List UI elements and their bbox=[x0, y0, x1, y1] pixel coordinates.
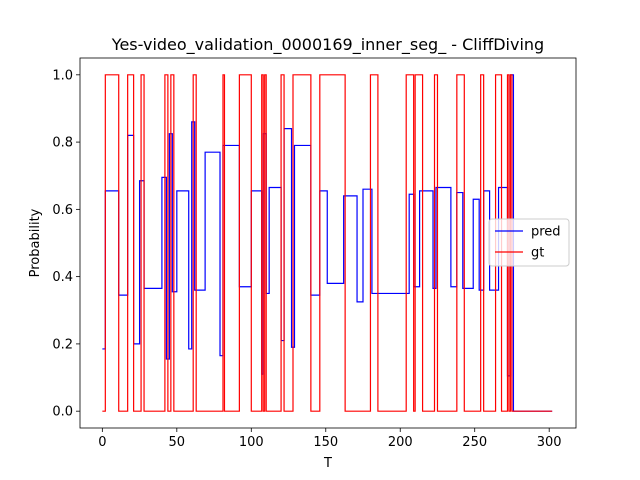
legend: pred gt bbox=[488, 218, 570, 267]
y-axis: 0.0 0.2 0.4 0.6 0.8 1.0 bbox=[52, 68, 80, 420]
series-layer bbox=[102, 74, 553, 412]
x-tick-label: 250 bbox=[462, 435, 487, 450]
x-tick-label: 200 bbox=[388, 435, 413, 450]
plot-area bbox=[79, 57, 577, 429]
x-axis-label: T bbox=[323, 456, 332, 471]
x-tick-label: 50 bbox=[169, 435, 186, 450]
y-tick-label: 0.8 bbox=[52, 136, 73, 151]
series-line-gt bbox=[102, 74, 553, 412]
y-tick-label: 0.0 bbox=[52, 405, 73, 420]
y-tick-label: 0.6 bbox=[52, 203, 73, 218]
plot-frame bbox=[79, 57, 577, 429]
legend-label-pred: pred bbox=[531, 225, 561, 240]
x-tick-label: 300 bbox=[537, 435, 562, 450]
x-axis: 0 50 100 150 200 250 300 bbox=[98, 428, 562, 450]
legend-label-gt: gt bbox=[531, 246, 544, 261]
y-tick-label: 0.4 bbox=[52, 270, 73, 285]
x-tick-label: 0 bbox=[98, 435, 106, 450]
chart-title: Yes-video_validation_0000169_inner_seg_ … bbox=[111, 35, 544, 55]
y-tick-label: 0.2 bbox=[52, 337, 73, 352]
x-tick-label: 150 bbox=[313, 435, 338, 450]
x-tick-label: 100 bbox=[239, 435, 264, 450]
y-tick-label: 1.0 bbox=[52, 68, 73, 83]
y-axis-label: Probability bbox=[28, 208, 43, 277]
